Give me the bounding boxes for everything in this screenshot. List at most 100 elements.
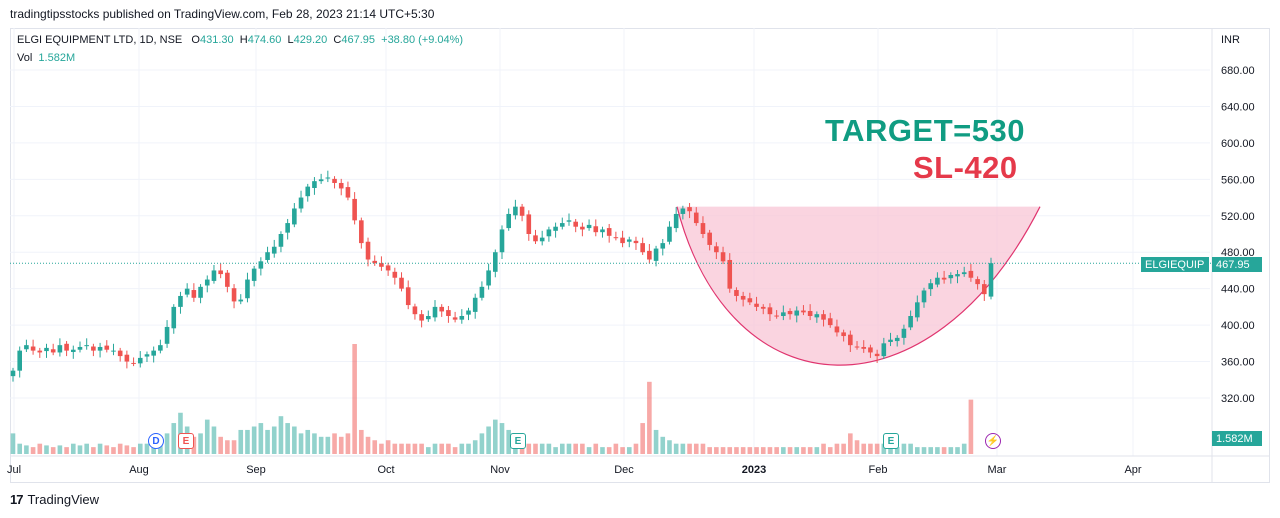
candle-body: [305, 186, 311, 197]
volume-bar: [559, 443, 565, 454]
candle-body: [392, 271, 398, 278]
volume-bar: [117, 443, 123, 454]
stoploss-annotation[interactable]: SL-420: [913, 150, 1018, 185]
volume-bar: [546, 443, 552, 454]
price-tick-label: 640.00: [1221, 101, 1255, 113]
volume-bar: [292, 426, 297, 454]
volume-bar: [747, 447, 753, 454]
volume-bar: [479, 433, 485, 454]
candle-body: [178, 295, 183, 307]
legend-symbol: ELGI EQUIPMENT LTD, 1D, NSE: [17, 34, 183, 46]
candle-body: [285, 223, 290, 233]
price-tick-label: 520.00: [1221, 211, 1255, 223]
candle-body: [164, 326, 170, 344]
legend-high-label: H: [239, 34, 248, 46]
volume-bar: [827, 447, 833, 454]
tradingview-brand[interactable]: 17 TradingView: [10, 492, 99, 507]
candle-body: [466, 310, 471, 315]
earnings-marker[interactable]: E: [178, 433, 194, 449]
volume-bar: [84, 443, 89, 454]
candle-body: [693, 212, 699, 224]
volume-bar: [325, 436, 331, 454]
earnings-marker[interactable]: E: [510, 433, 526, 449]
volume-bar: [660, 436, 666, 454]
candle-body: [412, 306, 418, 315]
volume-bar: [238, 429, 244, 454]
price-tick-label: 600.00: [1221, 138, 1255, 150]
axes: 680.00 640.00 600.00 560.00 520.00 480.00 440.…: [7, 28, 1270, 483]
volume-bar: [566, 443, 572, 454]
candle-body: [854, 346, 860, 348]
candle-body: [653, 248, 659, 261]
volume-bar: [298, 433, 304, 454]
volume-tag: 1.582M: [1212, 431, 1262, 446]
candle-body: [593, 226, 599, 233]
volume-bar: [901, 443, 907, 454]
volume-bar: [419, 443, 424, 454]
candle-body: [868, 347, 873, 353]
volume-bar: [218, 436, 223, 454]
volume-bar: [626, 447, 632, 454]
candle-body: [64, 343, 69, 351]
candle-body: [238, 299, 244, 302]
candle-body: [204, 279, 210, 286]
volume-bar: [580, 443, 585, 454]
candle-body: [124, 354, 130, 362]
candle-body: [271, 246, 277, 254]
volume-bar: [640, 423, 645, 454]
volume-bar: [680, 443, 686, 454]
candle-body: [486, 270, 491, 286]
split-marker[interactable]: ⚡: [985, 433, 1001, 449]
candle-body: [961, 272, 967, 275]
volume-bar: [647, 381, 652, 454]
volume-bar: [955, 447, 960, 454]
volume-bar: [64, 447, 69, 454]
chart-frame[interactable]: [10, 28, 1270, 483]
volume-bar: [526, 443, 532, 454]
candle-body: [318, 179, 324, 182]
volume-bar: [781, 447, 786, 454]
volume-bar: [834, 443, 840, 454]
candle-body: [841, 332, 846, 337]
volume-bar: [392, 443, 398, 454]
tradingview-logo: 17: [10, 492, 24, 507]
volume-bar: [211, 426, 217, 454]
volume-bar: [727, 447, 733, 454]
dividend-marker[interactable]: D: [148, 433, 164, 449]
grid-lines: [10, 28, 1210, 456]
candle-body: [620, 237, 625, 244]
volume-bar: [198, 433, 203, 454]
candle-body: [580, 226, 585, 230]
candle-body: [881, 343, 887, 357]
legend-open-value: 431.30: [199, 34, 234, 46]
volume-bar: [24, 445, 29, 454]
volume-bar: [131, 447, 136, 454]
target-annotation[interactable]: TARGET=530: [825, 113, 1025, 148]
volume-bar: [70, 443, 76, 454]
volume-bar: [265, 429, 270, 454]
volume-bar: [164, 433, 170, 454]
volume-bar: [935, 447, 940, 454]
candle-body: [379, 263, 384, 267]
candle-body: [553, 226, 558, 231]
candle-body: [647, 250, 652, 260]
legend-close-value: 467.95: [341, 34, 376, 46]
candle-body: [606, 228, 612, 236]
volume-bar: [144, 443, 150, 454]
candle-body: [211, 270, 217, 281]
candle-body: [292, 208, 297, 225]
candle-body: [338, 182, 344, 189]
volume-bar: [345, 433, 351, 454]
earnings-marker[interactable]: E: [883, 433, 899, 449]
volume-bar: [426, 447, 431, 454]
candle-body: [345, 187, 351, 198]
volume-bar: [251, 426, 257, 454]
candle-body: [519, 206, 525, 216]
volume-bar: [687, 443, 692, 454]
candle-body: [626, 239, 632, 242]
candle-body: [258, 261, 264, 269]
candle-body: [144, 354, 150, 357]
volume-bar: [452, 447, 458, 454]
volume-bar: [841, 443, 846, 454]
